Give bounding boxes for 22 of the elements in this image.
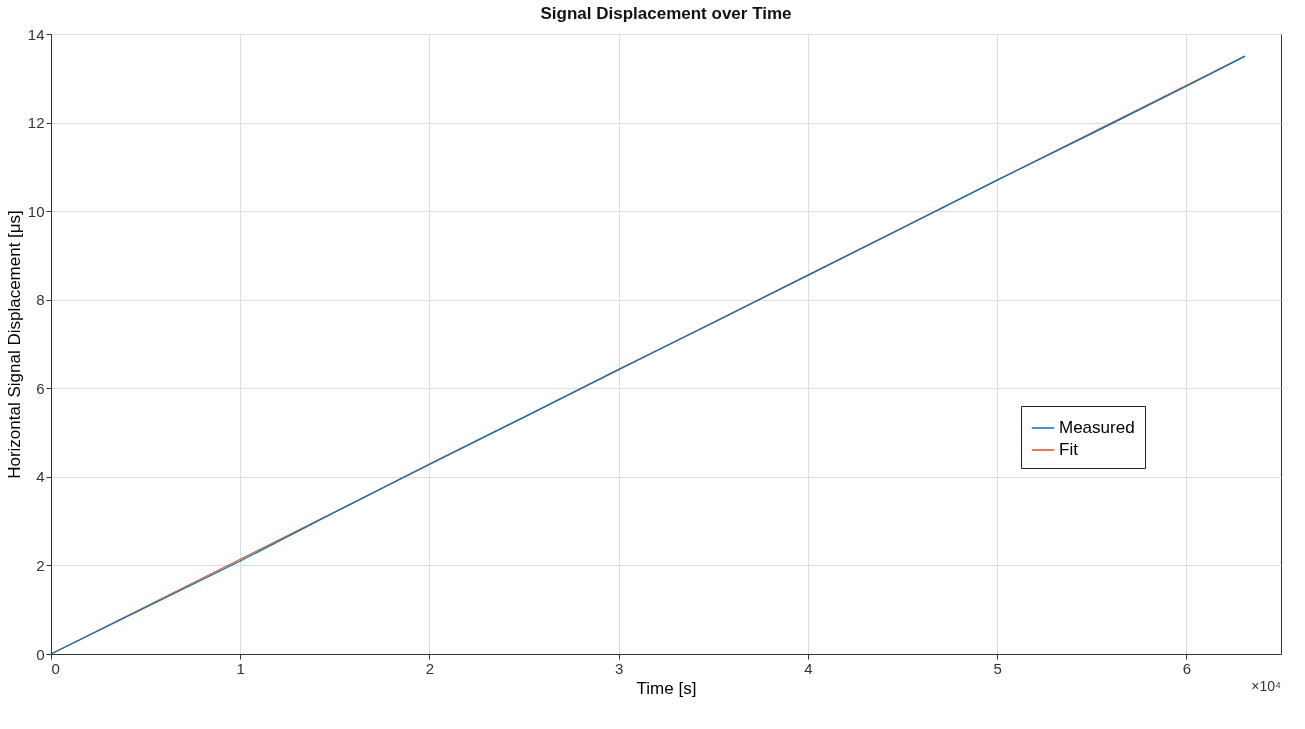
y-axis-title: Horizontal Signal Displacement [μs] bbox=[4, 210, 24, 479]
y-tick-label: 14 bbox=[27, 25, 45, 43]
y-tick-label: 2 bbox=[36, 556, 45, 574]
x-tick-label: 3 bbox=[615, 659, 624, 677]
line-series bbox=[50, 55, 1246, 655]
y-tick-label: 12 bbox=[27, 114, 45, 132]
x-tick-label: 0 bbox=[51, 659, 60, 677]
x-tick-label: 5 bbox=[993, 659, 1002, 677]
chart-title: Signal Displacement over Time bbox=[540, 4, 792, 23]
x-axis-title: Time [s] bbox=[636, 678, 697, 698]
text: ×10⁴ bbox=[1251, 678, 1281, 694]
y-tick-label: 6 bbox=[36, 379, 45, 397]
y-tick-label: 4 bbox=[36, 468, 45, 486]
x-tick-label: 1 bbox=[236, 659, 245, 677]
x-tick-label: 4 bbox=[804, 659, 813, 677]
legend-label: Fit bbox=[1059, 440, 1079, 459]
legend-label: Measured bbox=[1059, 418, 1135, 437]
y-tick-label: 0 bbox=[36, 645, 45, 663]
x-tick-label: 6 bbox=[1182, 659, 1192, 677]
y-tick-label: 10 bbox=[27, 202, 45, 220]
y-tick-label: 8 bbox=[36, 291, 45, 309]
x-tick-label: 2 bbox=[425, 659, 435, 677]
